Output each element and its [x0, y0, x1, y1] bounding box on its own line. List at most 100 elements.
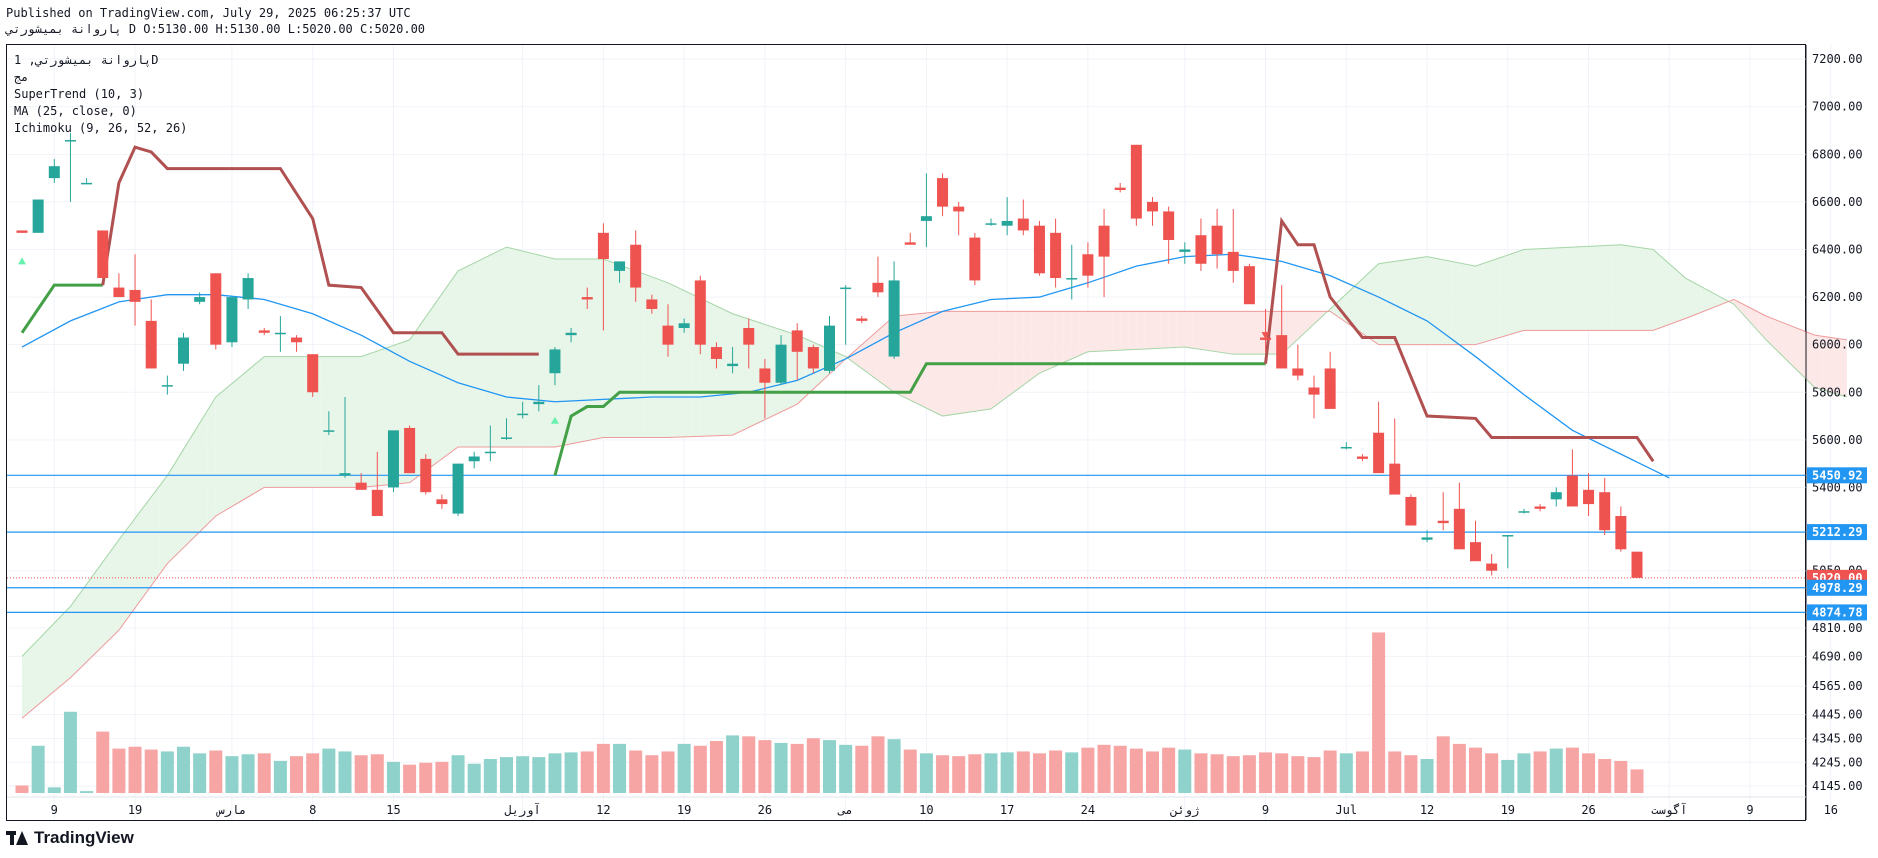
- volume-bar: [871, 736, 885, 793]
- buy-signal-arrow: [550, 416, 559, 424]
- kumo-segment: [732, 313, 741, 436]
- volume-bar: [338, 751, 352, 793]
- tradingview-logo[interactable]: TradingView: [6, 828, 134, 848]
- candle-body: [1566, 475, 1578, 507]
- kumo-segment: [748, 319, 757, 428]
- volume-bar: [96, 731, 110, 793]
- price-tick: 7000.00: [1812, 100, 1863, 114]
- kumo-segment: [94, 561, 103, 654]
- kumo-segment: [579, 259, 588, 443]
- kumo-segment: [1402, 259, 1411, 345]
- volume-bar: [1355, 751, 1369, 793]
- candle-body: [242, 278, 254, 300]
- price-label-text: 5450.92: [1812, 468, 1863, 482]
- kumo-segment: [1467, 264, 1476, 345]
- volume-bar: [1630, 769, 1644, 793]
- time-tick: آوریل: [505, 802, 541, 818]
- kumo-segment: [643, 273, 652, 438]
- kumo-segment: [449, 270, 459, 453]
- candle-body: [468, 456, 480, 462]
- kumo-segment: [1709, 291, 1718, 309]
- kumo-segment: [320, 356, 329, 488]
- kumo-segment: [1160, 311, 1169, 349]
- kumo-segment: [490, 251, 499, 447]
- legend-symbol[interactable]: پاروانة بمیشورتي, 1D: [14, 53, 159, 67]
- supertrend-line: [20, 283, 103, 334]
- kumo-segment: [38, 631, 47, 705]
- candle-body: [1631, 551, 1643, 578]
- kumo-segment: [231, 376, 241, 507]
- candle-body: [1082, 254, 1094, 276]
- candle-body: [1001, 220, 1013, 226]
- kumo-segment: [1830, 337, 1839, 395]
- tradingview-logo-icon: [6, 831, 28, 845]
- kumo-segment: [1774, 319, 1783, 356]
- legend-supertrend[interactable]: SuperTrend (10, 3): [14, 87, 145, 101]
- volume-bar: [709, 741, 723, 793]
- kumo-segment: [280, 356, 289, 488]
- volume-bar: [613, 743, 627, 793]
- candle-body: [856, 318, 868, 321]
- volume-bar: [1081, 747, 1095, 793]
- volume-bar: [257, 753, 271, 793]
- candle-body: [1502, 535, 1514, 537]
- legend-ichimoku[interactable]: Ichimoku (9, 26, 52, 26): [14, 121, 188, 135]
- kumo-segment: [1612, 244, 1621, 331]
- volume-bar: [645, 755, 659, 793]
- candle-body: [1615, 515, 1627, 550]
- volume-bar: [1501, 759, 1515, 793]
- volume-bar: [823, 740, 836, 793]
- volume-bar: [128, 746, 142, 793]
- volume-bar: [144, 749, 158, 793]
- volume-bar: [435, 761, 449, 793]
- kumo-segment: [199, 410, 208, 532]
- supertrend-line: [553, 362, 1266, 476]
- kumo-segment: [708, 302, 717, 436]
- time-tick: 9: [1746, 803, 1753, 817]
- kumo-segment: [1209, 311, 1218, 352]
- candle-body: [1292, 368, 1304, 376]
- volume-bar: [984, 753, 998, 793]
- candle-body: [420, 458, 432, 493]
- candle-body: [1453, 508, 1465, 550]
- kumo-segment: [1822, 336, 1831, 393]
- volume-bar: [516, 756, 530, 793]
- kumo-segment: [256, 356, 265, 493]
- volume-bar: [1000, 752, 1014, 793]
- kumo-segment: [1007, 311, 1016, 398]
- candle-body: [1518, 511, 1530, 513]
- volume-bar: [1032, 753, 1046, 793]
- kumo-segment: [167, 462, 176, 564]
- volume-bar: [758, 740, 772, 793]
- kumo-segment: [1661, 256, 1670, 328]
- price-tick: 6400.00: [1812, 242, 1863, 256]
- kumo-segment: [458, 266, 467, 447]
- legend-ma[interactable]: MA (25, close, 0): [14, 104, 137, 118]
- candle-body: [1437, 520, 1449, 524]
- kumo-segment: [1225, 311, 1234, 355]
- kumo-segment: [126, 518, 136, 620]
- supertrend-line: [101, 145, 539, 356]
- price-tick: 7200.00: [1812, 52, 1863, 66]
- volume-bar: [354, 755, 368, 793]
- time-tick: می: [837, 803, 852, 817]
- kumo-segment: [377, 348, 386, 486]
- kumo-segment: [1128, 311, 1137, 350]
- kumo-segment: [353, 356, 362, 488]
- volume-bar: [1582, 753, 1596, 793]
- candle-body: [597, 232, 609, 260]
- kumo-segment: [191, 423, 200, 540]
- volume-bar: [968, 754, 982, 793]
- kumo-segment: [1136, 311, 1145, 350]
- kumo-segment: [1168, 311, 1177, 348]
- volume-bar: [1565, 747, 1579, 793]
- kumo-segment: [1249, 311, 1258, 355]
- candle-body: [888, 280, 900, 357]
- kumo-segment: [433, 293, 442, 465]
- volume-bar: [693, 745, 707, 793]
- legend-exchange: مج: [14, 70, 29, 84]
- volume-bar: [1113, 745, 1127, 793]
- kumo-segment: [264, 356, 273, 488]
- volume-bar: [290, 756, 304, 793]
